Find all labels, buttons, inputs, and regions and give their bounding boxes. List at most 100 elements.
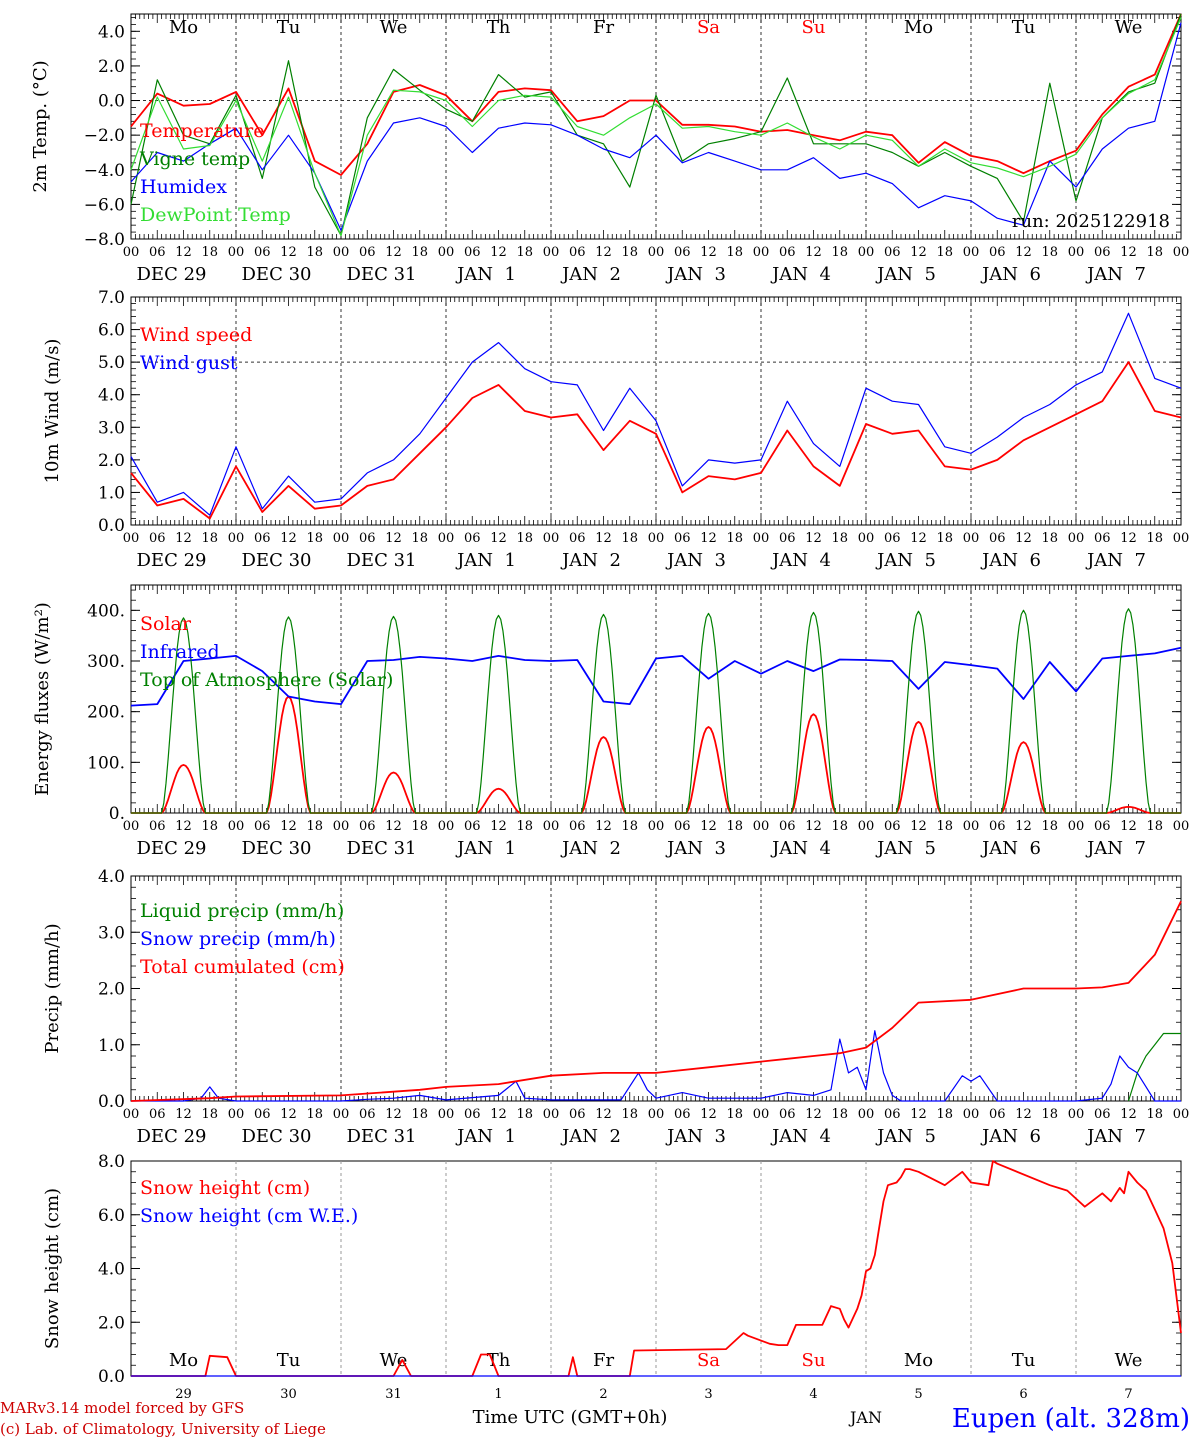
hour-tick-label: 12 — [700, 531, 717, 546]
hour-tick-label: 06 — [989, 819, 1006, 834]
series-top-of-atmosphere-solar — [131, 608, 1181, 814]
date-label: JAN 2 — [560, 838, 621, 859]
weekday-label: Sa — [697, 1350, 720, 1371]
weekday-label: Mo — [904, 1350, 933, 1371]
y-tick-label: 4.0 — [98, 22, 125, 42]
hour-tick-label: 00 — [1068, 531, 1085, 546]
day-number-label: 29 — [175, 1387, 192, 1402]
date-label: JAN 3 — [665, 1126, 726, 1147]
hour-tick-label: 00 — [648, 1107, 665, 1122]
y-tick-label: 0.0 — [98, 516, 125, 536]
date-label: JAN 7 — [1085, 1126, 1146, 1147]
hour-tick-label: 06 — [779, 1107, 796, 1122]
y-tick-label: 1.0 — [98, 483, 125, 503]
hour-tick-label: 00 — [438, 531, 455, 546]
hour-tick-label: 18 — [411, 531, 428, 546]
hour-tick-label: 18 — [936, 245, 953, 260]
y-tick-label: 4.0 — [98, 1260, 125, 1280]
weekday-label: Mo — [169, 1350, 198, 1371]
series-vigne-temp — [130, 13, 1182, 237]
hour-tick-label: 12 — [175, 531, 192, 546]
hour-tick-label: 06 — [569, 819, 586, 834]
hour-tick-label: 00 — [543, 245, 560, 260]
hour-tick-label: 18 — [1146, 1107, 1163, 1122]
hour-tick-label: 00 — [753, 245, 770, 260]
hour-tick-label: 12 — [1015, 1107, 1032, 1122]
weekday-label: Mo — [904, 17, 933, 38]
legend-entry: Liquid precip (mm/h) — [140, 900, 344, 922]
hour-tick-label: 06 — [989, 245, 1006, 260]
date-label: JAN 4 — [770, 1126, 831, 1147]
hour-tick-label: 18 — [516, 819, 533, 834]
hour-tick-label: 00 — [1068, 819, 1085, 834]
hour-tick-label: 18 — [621, 245, 638, 260]
x-axis-label: Time UTC (GMT+0h) — [473, 1407, 668, 1428]
hour-tick-label: 06 — [1094, 531, 1111, 546]
date-label: JAN 6 — [980, 264, 1041, 285]
hour-tick-label: 18 — [936, 531, 953, 546]
hour-tick-label: 18 — [411, 819, 428, 834]
legend-entry: Vigne temp — [139, 148, 250, 170]
hour-tick-label: 18 — [726, 531, 743, 546]
hour-tick-label: 00 — [858, 819, 875, 834]
series-wind-gust — [130, 312, 1182, 516]
run-label: run: 2025122918 — [1012, 211, 1170, 232]
y-tick-label: 7.0 — [98, 288, 125, 308]
hour-tick-label: 06 — [149, 245, 166, 260]
station-name: Eupen (alt. 328m) — [952, 1404, 1190, 1434]
hour-tick-label: 12 — [385, 819, 402, 834]
series-snow-precip-mm-h — [131, 1030, 1181, 1102]
date-label: JAN 5 — [875, 550, 936, 571]
panel-2: 7.0 6.0 5.0 4.0 3.0 2.0 1.0 0.0 10m Wind (m/s) 00… — [42, 288, 1189, 571]
hour-tick-label: 18 — [1041, 531, 1058, 546]
hour-tick-label: 00 — [648, 819, 665, 834]
date-label: JAN 3 — [665, 550, 726, 571]
date-label: DEC 30 — [242, 1126, 312, 1147]
hour-tick-label: 18 — [621, 531, 638, 546]
y-tick-label: 400. — [87, 601, 125, 621]
y-tick-label: 200. — [87, 703, 125, 723]
hour-tick-label: 18 — [306, 1107, 323, 1122]
hour-tick-label: 00 — [123, 531, 140, 546]
day-number-label: 6 — [1019, 1387, 1027, 1402]
y-tick-label: 2.0 — [98, 1313, 125, 1333]
model-credit: MARv3.14 model forced by GFS — [0, 1399, 244, 1417]
date-label: DEC 29 — [137, 264, 207, 285]
day-number-label: 31 — [385, 1387, 402, 1402]
hour-tick-label: 06 — [359, 1107, 376, 1122]
hour-tick-label: 12 — [1120, 819, 1137, 834]
hour-tick-label: 06 — [569, 531, 586, 546]
legend-entry: Total cumulated (cm) — [140, 956, 345, 978]
date-label: JAN 2 — [560, 1126, 621, 1147]
y-tick-label: 8.0 — [98, 1152, 125, 1172]
weekday-label: We — [380, 17, 408, 38]
hour-tick-label: 18 — [1146, 245, 1163, 260]
hour-tick-label: 12 — [280, 531, 297, 546]
legend-entry: Infrared — [140, 641, 220, 663]
hour-tick-label: 18 — [936, 819, 953, 834]
legend-entry: Snow height (cm) — [140, 1177, 310, 1199]
series-humidex — [130, 22, 1182, 231]
date-label: JAN 1 — [455, 264, 516, 285]
date-label: JAN 6 — [980, 838, 1041, 859]
weekday-label: We — [1115, 17, 1143, 38]
hour-tick-label: 18 — [201, 1107, 218, 1122]
hour-tick-label: 06 — [884, 245, 901, 260]
hour-tick-label: 00 — [648, 531, 665, 546]
hour-tick-label: 06 — [884, 819, 901, 834]
hour-tick-label: 06 — [254, 1107, 271, 1122]
y-tick-label: 1.0 — [98, 1036, 125, 1056]
hour-tick-label: 06 — [149, 531, 166, 546]
hour-tick-label: 12 — [910, 1107, 927, 1122]
hour-tick-label: 06 — [989, 1107, 1006, 1122]
hour-tick-label: 06 — [779, 531, 796, 546]
hour-tick-label: 12 — [910, 245, 927, 260]
day-number-label: 7 — [1124, 1387, 1132, 1402]
hour-tick-label: 06 — [254, 245, 271, 260]
hour-tick-label: 00 — [438, 819, 455, 834]
hour-tick-label: 06 — [1094, 819, 1111, 834]
hour-tick-label: 06 — [254, 531, 271, 546]
hour-tick-label: 12 — [805, 1107, 822, 1122]
hour-tick-label: 00 — [438, 245, 455, 260]
hour-tick-label: 06 — [359, 245, 376, 260]
